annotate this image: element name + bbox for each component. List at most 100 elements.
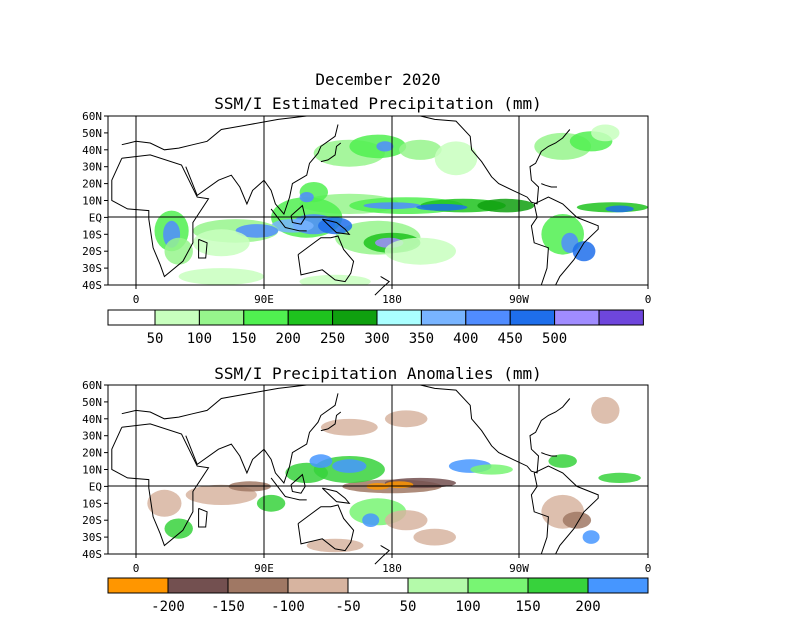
coastline [374, 545, 391, 565]
field-blob [306, 538, 364, 553]
field-blob [605, 205, 634, 213]
y-tick-label: 60N [82, 110, 102, 123]
coastline [198, 507, 208, 528]
panel1-grid [108, 116, 648, 285]
colorbar-label: 50 [147, 331, 164, 347]
y-tick-label: 30N [82, 430, 102, 443]
colorbar-label: 300 [364, 331, 389, 347]
colorbar-label: 350 [409, 331, 434, 347]
field-blob [147, 489, 182, 517]
x-tick-label: 0 [133, 562, 140, 575]
colorbar-swatch [420, 309, 467, 326]
colorbar-label: 50 [400, 599, 417, 615]
colorbar-label: -200 [151, 599, 185, 615]
panel2-map: 60N 50N 40N 30N 20N 10N EQ 10S 20S 30S 40S 0 90E 180… [82, 379, 651, 575]
x-tick-label: 180 [382, 293, 402, 306]
x-tick-label: 0 [133, 293, 140, 306]
panel1-precip-field [154, 124, 648, 285]
field-blob [591, 124, 620, 142]
colorbar-swatch [376, 309, 422, 326]
coastline [321, 487, 351, 504]
colorbar-swatch [154, 309, 200, 326]
field-blob [285, 462, 329, 483]
coastline [290, 473, 306, 494]
colorbar-swatch [243, 309, 289, 326]
field-blob [384, 510, 428, 531]
y-tick-label: 30N [82, 161, 102, 174]
colorbar-swatch [287, 309, 334, 326]
y-tick-label: 40N [82, 413, 102, 426]
y-tick-label: 20N [82, 447, 102, 460]
coastline [185, 124, 339, 216]
colorbar-label: 450 [498, 331, 523, 347]
colorbar-swatch [598, 309, 644, 326]
field-blob [470, 464, 513, 475]
x-tick-label: 90E [254, 293, 274, 306]
colorbar-label: 500 [542, 331, 567, 347]
field-blob [332, 459, 367, 473]
field-blob [299, 274, 371, 285]
panel2-grid [108, 385, 648, 554]
coastline [321, 218, 351, 235]
field-blob [598, 472, 641, 483]
colorbar-swatch [167, 577, 229, 594]
field-blob [477, 198, 535, 213]
field-blob [562, 511, 592, 529]
y-tick-label: 20N [82, 178, 102, 191]
coastline [374, 276, 391, 296]
field-blob [384, 410, 428, 428]
y-tick-label: 20S [82, 514, 102, 527]
field-blob [164, 237, 193, 265]
coastline [420, 384, 571, 474]
coastline [111, 154, 210, 278]
colorbar-label: -100 [271, 599, 305, 615]
colorbar-swatch [332, 309, 378, 326]
coastline [121, 384, 336, 420]
field-blob [362, 513, 380, 527]
coastline [420, 115, 571, 205]
y-tick-label: 10S [82, 497, 102, 510]
panel2-coastlines [111, 384, 599, 565]
coastline [185, 393, 339, 485]
colorbar-label: 100 [455, 599, 480, 615]
panel1-colorbar: 50 100 150 200 250 300 350 400 450 500 [107, 309, 644, 347]
field-blob [309, 454, 333, 468]
y-tick-label: 30S [82, 531, 102, 544]
panel2-anomaly-field [147, 396, 641, 553]
field-blob [192, 229, 250, 257]
y-tick-label: 40S [82, 279, 102, 292]
coastline [530, 465, 599, 555]
colorbar-swatch [107, 309, 156, 326]
colorbar-swatch [347, 577, 409, 594]
colorbar-swatch [227, 577, 289, 594]
coastline [541, 183, 557, 188]
x-tick-label: 180 [382, 562, 402, 575]
colorbar-swatch [509, 309, 556, 326]
coastline [541, 452, 557, 457]
colorbar-swatch [467, 577, 529, 594]
y-tick-label: 20S [82, 245, 102, 258]
panel2-colorbar: -200 -150 -100 -50 50 100 150 200 [107, 577, 649, 615]
y-tick-label: 10N [82, 195, 102, 208]
colorbar-swatch [198, 309, 245, 326]
x-tick-label: 0 [645, 293, 652, 306]
y-tick-label: 50N [82, 396, 102, 409]
y-tick-label: 10S [82, 228, 102, 241]
coastline [297, 504, 355, 552]
colorbar-swatch [107, 577, 169, 594]
colorbar-swatch [407, 577, 469, 594]
field-blob [376, 141, 394, 152]
y-tick-label: EQ [89, 211, 102, 224]
field-blob [434, 141, 478, 176]
y-tick-label: 40S [82, 548, 102, 561]
colorbar-swatch [465, 309, 511, 326]
field-blob [572, 241, 596, 262]
colorbar-label: 200 [575, 599, 600, 615]
field-blob [399, 139, 442, 160]
field-blob [318, 217, 353, 235]
panel1-map: 60N 50N 40N 30N 20N 10N EQ 10S 20S 30S 40S 0 90E 180… [82, 110, 651, 306]
colorbar-label: 400 [453, 331, 478, 347]
colorbar-label: -150 [211, 599, 245, 615]
colorbar-label: 150 [231, 331, 256, 347]
